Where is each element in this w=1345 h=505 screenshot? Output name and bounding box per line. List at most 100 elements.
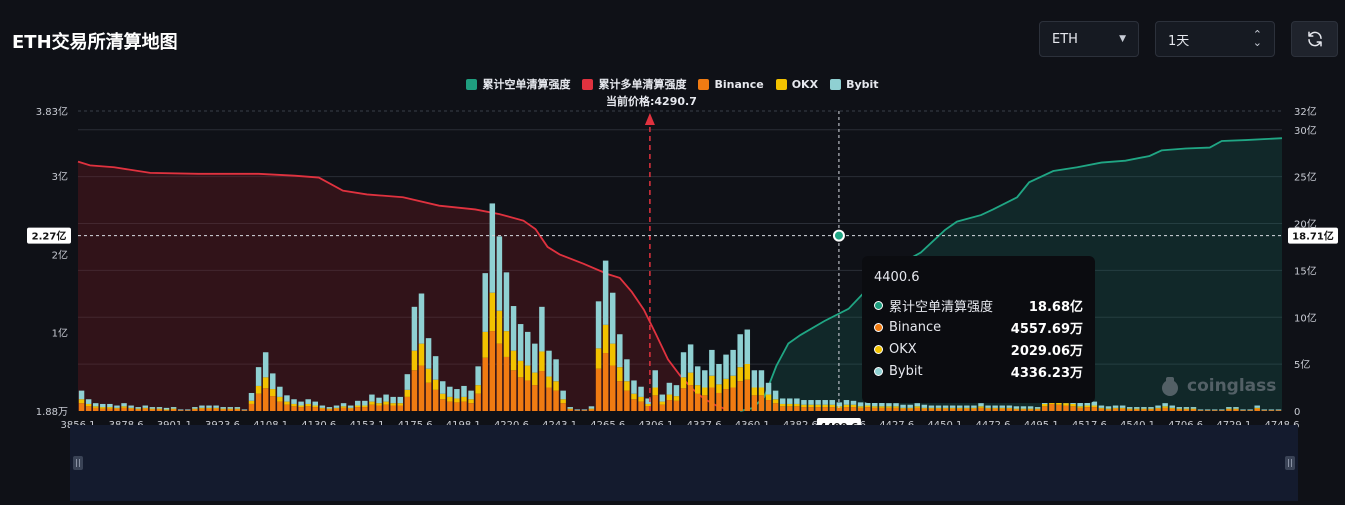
crosshair-right-label-bg [1288,227,1338,244]
binance-bar [1204,410,1211,411]
crosshair-left-label: 2.27亿 [32,230,67,243]
legend-item-short[interactable]: 累计空单清算强度 [466,76,570,92]
binance-bar [1162,407,1168,411]
binance-bar [928,408,935,411]
bybit-bar [100,403,106,408]
okx-bar [170,408,177,410]
current-price-arrow-icon [644,113,655,125]
binance-bar [418,365,425,411]
bybit-bar [879,402,885,407]
legend-item-long[interactable]: 累计多单清算强度 [582,76,686,92]
binance-bar [765,400,772,411]
period-select[interactable]: 1天 ⌃ ⌄ [1155,21,1275,57]
bybit-bar [1119,405,1126,408]
tooltip-name: OKX [889,341,917,357]
refresh-button[interactable] [1291,21,1338,57]
okx-bar [687,372,694,386]
okx-bar [1027,408,1034,410]
bybit-bar [305,399,311,404]
binance-bar [425,382,432,411]
caret-down-icon: ▼ [1119,34,1126,44]
okx-bar [1091,405,1098,408]
bybit-bar [192,407,198,409]
okx-bar [602,324,609,354]
left-axis-tick-label: 1.88万 [36,407,68,418]
binance-bar [539,371,545,411]
okx-bar [624,381,630,391]
bybit-bar [893,403,899,407]
binance-bar [801,407,807,411]
okx-bar [411,350,418,371]
legend-item-okx[interactable]: OKX [775,76,818,92]
bybit-bar [829,400,836,405]
okx-bar [503,331,510,357]
binance-bar [149,409,156,411]
legend-item-binance[interactable]: Binance [698,76,764,92]
okx-bar [92,406,99,408]
legend-item-bybit[interactable]: Bybit [830,76,879,92]
binance-bar [135,409,141,411]
bybit-bar [277,386,283,397]
bybit-bar [737,334,743,368]
okx-bar [1226,408,1232,410]
bybit-bar [872,402,878,407]
bybit-bar [524,331,531,366]
right-axis-tick-label: 32亿 [1294,105,1317,118]
bybit-bar [751,370,758,388]
zoom-handle-left[interactable]: || [73,456,83,470]
bybit-bar [404,374,411,390]
tooltip-row: OKX 2029.06万 [874,338,1083,360]
bybit-bar [758,370,765,388]
binance-bar [177,410,184,411]
bybit-bar [687,344,694,373]
bybit-bar [652,370,658,388]
bybit-bar [1098,405,1105,408]
bybit-bar [1091,401,1098,406]
tooltip-title: 4400.6 [874,270,920,285]
tooltip-dot [874,366,883,376]
okx-bar [879,406,885,408]
okx-bar [921,407,928,409]
binance-bar [857,407,864,411]
bybit-bar [1112,405,1119,408]
okx-bar [461,396,467,402]
bybit-bar [935,405,942,408]
bybit-bar [503,272,510,332]
bybit-bar [383,394,389,402]
bybit-bar [857,402,864,407]
okx-bar [227,408,234,410]
binance-bar [723,389,729,411]
binance-bar [241,410,248,411]
bybit-bar [666,382,673,395]
bybit-bar [1226,407,1232,409]
binance-bar [312,407,318,411]
zoom-slider[interactable]: || || [70,425,1298,501]
okx-bar [524,365,531,381]
binance-bar [1027,409,1034,411]
bybit-bar [1126,407,1133,409]
crosshair-left-label-bg [27,227,71,244]
binance-bar [744,379,751,411]
bybit-bar [850,400,857,405]
bybit-bar [801,400,807,405]
bybit-bar [716,364,722,385]
zoom-handle-right[interactable]: || [1285,456,1295,470]
okx-bar [312,405,318,408]
coinglass-watermark: coinglass [1158,374,1276,398]
bybit-bar [355,400,361,406]
bybit-bar [1006,405,1013,408]
binance-bar [440,399,446,411]
okx-bar [277,396,283,402]
binance-bar [772,403,779,411]
okx-bar [1155,407,1161,409]
bybit-bar [163,407,170,410]
okx-bar [553,381,559,391]
binance-bar [808,407,814,411]
binance-bar [971,408,977,411]
okx-bar [787,403,793,407]
binance-bar [1176,409,1183,411]
legend-label: 累计多单清算强度 [598,78,687,91]
okx-bar [1233,408,1239,410]
bybit-bar [461,385,467,397]
coin-select[interactable]: ETH ▼ [1039,21,1139,57]
